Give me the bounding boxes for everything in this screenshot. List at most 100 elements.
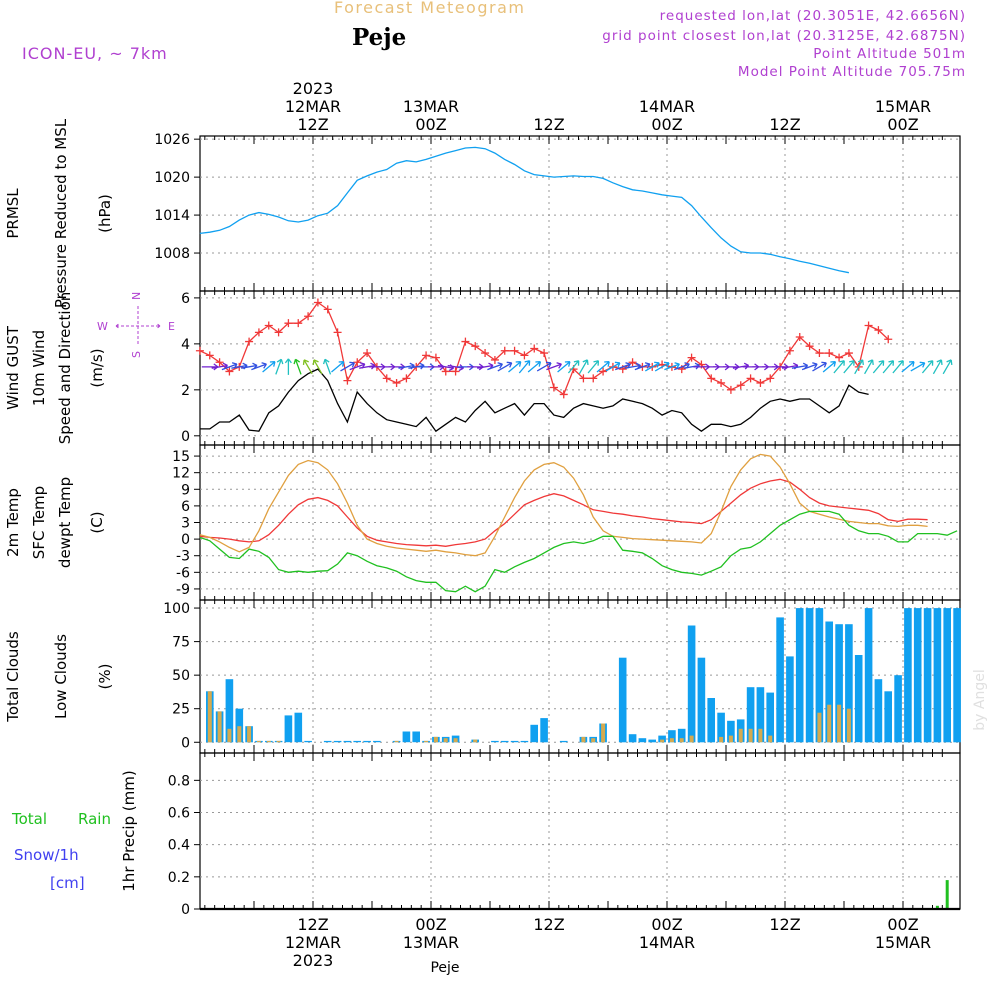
wind-arrow-head bbox=[674, 362, 680, 369]
y-tick-label: 1014 bbox=[154, 208, 190, 224]
wind-direction-arrow bbox=[644, 362, 660, 372]
wind-direction-arrow bbox=[901, 361, 915, 373]
wind-arrow-head bbox=[909, 361, 915, 367]
grid-point-coords: grid point closest lon,lat (20.3125E, 42… bbox=[602, 28, 966, 44]
gust-marker bbox=[599, 367, 608, 376]
y-tick-label: 0.4 bbox=[168, 838, 190, 854]
wind-arrow-head bbox=[644, 362, 651, 369]
gust-marker bbox=[815, 349, 824, 358]
gust-marker bbox=[363, 349, 372, 358]
legend-snow: Snow/1h bbox=[14, 846, 79, 864]
wind-direction-arrow bbox=[921, 360, 934, 374]
panel-label: Total Clouds bbox=[4, 631, 22, 723]
wind-arrow-head bbox=[867, 359, 874, 365]
bar-total-clouds bbox=[363, 740, 371, 743]
y-tick-label: 75 bbox=[172, 635, 190, 651]
wind-direction-arrow bbox=[932, 359, 942, 375]
bar-total-clouds bbox=[953, 608, 961, 743]
wind-direction-arrow bbox=[437, 364, 454, 369]
y-tick-label: 0.2 bbox=[168, 870, 190, 886]
wind-arrow-head bbox=[545, 361, 552, 368]
panel-label: Speed and Direction bbox=[56, 292, 74, 445]
panel-1: 1008 1014 1020 1026 PRMSL Pressure Reduced to… bbox=[4, 118, 961, 308]
y-tick-label: 1026 bbox=[154, 132, 190, 148]
gust-marker bbox=[726, 385, 735, 394]
panel-label: 10m Wind bbox=[30, 330, 48, 406]
bar-total-clouds bbox=[717, 712, 725, 743]
bar-total-clouds bbox=[795, 608, 804, 743]
gust-marker bbox=[451, 367, 460, 376]
bar-total-clouds bbox=[815, 608, 824, 743]
bar-total-clouds bbox=[854, 655, 863, 743]
bar-total-clouds bbox=[943, 608, 951, 743]
wind-arrow-head bbox=[936, 359, 943, 365]
bar-low-clouds bbox=[217, 711, 222, 743]
bar-low-clouds bbox=[748, 728, 753, 743]
wind-direction-arrow bbox=[324, 359, 332, 375]
panel-5: 0 0.2 0.4 0.6 0.8 1hr Precip (mm) bbox=[120, 752, 961, 918]
wind-arrow-head bbox=[582, 359, 589, 365]
gust-marker bbox=[549, 383, 558, 392]
time-label-bottom: 14MAR bbox=[639, 933, 695, 952]
wind-arrow-head bbox=[515, 361, 522, 367]
bar-total-clouds bbox=[776, 617, 784, 743]
wind-direction-arrow bbox=[241, 364, 258, 369]
gust-marker bbox=[825, 349, 834, 358]
compass-cross bbox=[115, 306, 161, 346]
wind-direction-arrow bbox=[359, 364, 376, 369]
wind-direction-arrow bbox=[833, 360, 845, 374]
bar-total-clouds bbox=[343, 740, 352, 743]
wind-arrow-head bbox=[261, 362, 267, 369]
gust-marker bbox=[510, 346, 519, 355]
wind-direction-arrow bbox=[892, 360, 904, 374]
y-tick-label: 0 bbox=[181, 532, 190, 548]
bar-low-clouds bbox=[453, 738, 458, 743]
footer-credit: by Angel bbox=[972, 669, 988, 730]
bar-total-clouds bbox=[540, 718, 548, 743]
gust-marker bbox=[687, 353, 696, 362]
gust-marker bbox=[805, 342, 814, 351]
wind-arrow-head bbox=[812, 362, 818, 369]
bar-total-clouds bbox=[402, 731, 411, 743]
bar-total-clouds bbox=[658, 735, 666, 743]
gust-marker bbox=[481, 349, 490, 358]
wind-arrow-head bbox=[269, 361, 276, 367]
bar-low-clouds bbox=[669, 738, 674, 743]
compass-e: E bbox=[168, 320, 175, 333]
bar-low-clouds bbox=[591, 738, 596, 743]
bar-total-clouds bbox=[894, 675, 902, 743]
footer-location: Peje bbox=[430, 960, 459, 976]
location-title: Peje bbox=[352, 24, 407, 51]
gust-marker bbox=[520, 351, 529, 360]
panel-label: (%) bbox=[96, 664, 114, 690]
wind-direction-arrow bbox=[567, 360, 580, 374]
time-label-top: 00Z bbox=[415, 115, 446, 134]
bar-total-clouds bbox=[648, 739, 656, 743]
wind-direction-arrow bbox=[578, 359, 588, 375]
y-tick-label: 100 bbox=[163, 601, 190, 617]
gust-marker bbox=[766, 374, 775, 383]
bar-total-clouds bbox=[294, 712, 303, 743]
gust-marker bbox=[628, 358, 637, 367]
wind-arrow-head bbox=[593, 360, 600, 366]
series-prmsl bbox=[199, 146, 850, 274]
gust-marker bbox=[736, 381, 745, 390]
bar-low-clouds bbox=[256, 740, 261, 743]
y-tick-label: 12 bbox=[172, 466, 190, 482]
gust-marker bbox=[254, 328, 263, 337]
wind-arrow-head bbox=[556, 362, 562, 369]
bar-total-clouds bbox=[687, 625, 696, 743]
compass-n: N bbox=[130, 292, 143, 300]
bar-low-clouds bbox=[846, 708, 851, 743]
wind-arrow-head bbox=[506, 361, 513, 368]
bar-total-clouds bbox=[373, 740, 381, 743]
panel-label: 2m Temp bbox=[4, 488, 22, 557]
wind-direction-arrow bbox=[231, 364, 248, 369]
panel-label: Wind GUST bbox=[4, 325, 22, 410]
gust-marker bbox=[215, 358, 224, 367]
y-tick-label: 0 bbox=[181, 735, 190, 751]
bar-total-clouds bbox=[284, 715, 293, 743]
wind-arrow-head bbox=[654, 361, 660, 368]
